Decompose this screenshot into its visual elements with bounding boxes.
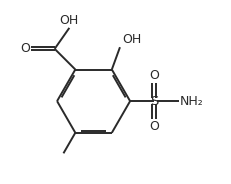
Text: OH: OH [122, 33, 141, 46]
Text: O: O [149, 120, 159, 133]
Text: S: S [150, 95, 158, 108]
Text: O: O [20, 42, 30, 55]
Text: OH: OH [60, 14, 79, 27]
Text: NH₂: NH₂ [180, 95, 204, 108]
Text: O: O [149, 69, 159, 82]
